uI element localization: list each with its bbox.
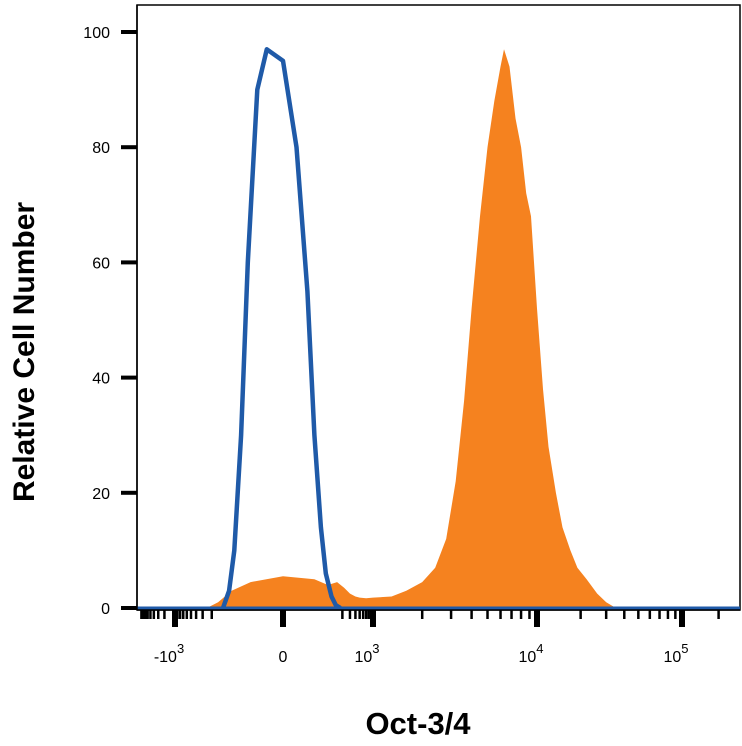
x-axis-title: Oct-3/4 xyxy=(365,706,471,741)
x-tick-label: 103 xyxy=(354,641,379,666)
y-tick-label: 80 xyxy=(92,140,110,157)
y-axis-ticks: 0 20 40 60 80 100 xyxy=(83,25,137,618)
y-tick-label: 0 xyxy=(101,601,110,618)
series-1-line xyxy=(220,47,342,610)
plot-frame xyxy=(136,4,741,611)
series-0-area xyxy=(206,49,616,609)
y-tick-label: 20 xyxy=(92,486,110,503)
y-axis-title: Relative Cell Number xyxy=(8,202,41,502)
x-tick-label: 105 xyxy=(663,641,688,666)
y-tick-label: 60 xyxy=(92,255,110,272)
x-tick-label: 0 xyxy=(279,649,288,666)
series-layer xyxy=(137,47,740,610)
x-tick-label: -103 xyxy=(154,641,184,666)
x-tick-label: 104 xyxy=(518,641,543,666)
y-tick-label: 100 xyxy=(83,25,110,42)
y-tick-label: 40 xyxy=(92,371,110,388)
x-axis-ticks: -103 0 103 104 105 xyxy=(140,610,720,666)
